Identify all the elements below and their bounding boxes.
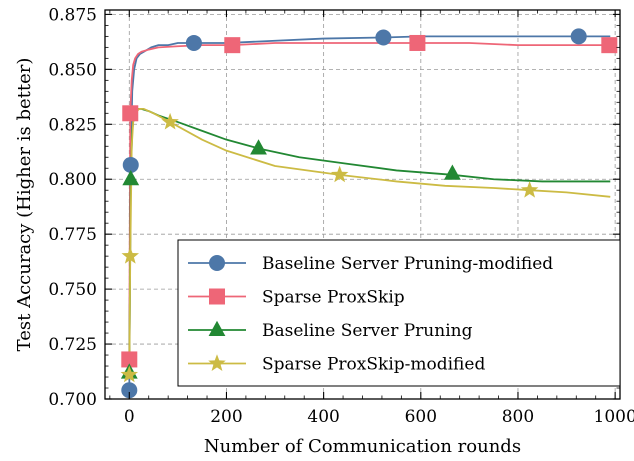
series-2-marker (443, 164, 461, 180)
series-1-marker (224, 37, 241, 54)
x-tick-label: 800 (502, 407, 534, 427)
legend-marker-1 (209, 288, 225, 305)
series-1-marker (409, 34, 426, 51)
series-0-marker (122, 156, 139, 173)
legend-label: Sparse ProxSkip-modified (262, 355, 485, 375)
x-tick-label: 600 (405, 407, 437, 427)
x-tick-label: 400 (307, 407, 339, 427)
series-0-marker (121, 382, 138, 399)
legend-label: Sparse ProxSkip (262, 288, 405, 308)
series-2-marker (122, 170, 140, 186)
legend-label: Baseline Server Pruning-modified (262, 254, 553, 274)
series-3-marker (161, 112, 179, 130)
series-3-marker (330, 165, 349, 183)
x-tick-label: 1000 (594, 407, 634, 427)
series-line-0 (128, 35, 611, 391)
y-tick-label: 0.800 (48, 170, 97, 190)
x-tick-label: 200 (210, 407, 242, 427)
y-tick-label: 0.825 (48, 115, 97, 135)
tick-labels: 0 200 400 600 800 1000 0.700 0.725 0.750 0.775 0.8… (48, 5, 634, 427)
series-markers (120, 28, 618, 399)
x-axis-label: Number of Communication rounds (204, 436, 521, 457)
y-tick-label: 0.700 (48, 390, 97, 410)
legend-box (177, 239, 621, 387)
series-3-marker (121, 246, 140, 264)
legend-marker-2 (208, 320, 226, 336)
series-3-marker (520, 181, 539, 198)
y-tick-label: 0.775 (48, 225, 97, 245)
series-2-marker (250, 139, 267, 155)
series-0-marker (570, 28, 587, 45)
y-tick-label: 0.875 (48, 5, 97, 25)
legend-marker-3 (208, 354, 226, 371)
series-1-marker (121, 351, 138, 368)
x-tick-label: 0 (124, 407, 135, 427)
series-0-marker (185, 34, 202, 51)
series-0-marker (375, 29, 392, 46)
y-axis-label: Test Accuracy (Higher is better) (14, 58, 35, 352)
legend: Baseline Server Pruning-modified Sparse P… (177, 239, 621, 387)
y-tick-label: 0.725 (48, 335, 97, 355)
legend-marker-0 (209, 255, 225, 271)
series-3-marker (120, 365, 139, 383)
series-line-3 (128, 108, 611, 375)
y-tick-label: 0.850 (48, 60, 97, 80)
y-tick-label: 0.750 (48, 280, 97, 300)
legend-label: Baseline Server Pruning (262, 321, 473, 341)
series-1-marker (122, 105, 139, 122)
series-1-marker (601, 37, 618, 54)
